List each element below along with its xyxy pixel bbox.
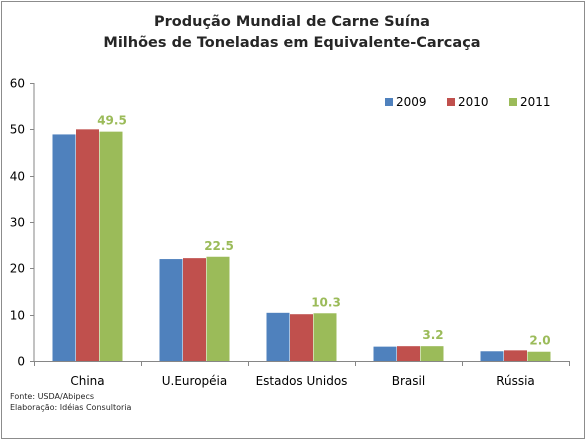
bar-2010 [397, 346, 420, 361]
y-tick-label: 60 [10, 77, 25, 91]
x-tick-label: China [70, 374, 104, 388]
bar-2009 [159, 259, 183, 361]
chart-subtitle: Milhões de Toneladas em Equivalente-Carc… [103, 35, 481, 51]
x-tick-label: Estados Unidos [256, 374, 348, 388]
legend-label: 2011 [520, 95, 551, 109]
data-label: 3.2 [422, 328, 443, 342]
y-tick-label: 10 [10, 309, 25, 323]
bar-2010 [76, 129, 99, 361]
bar-2011 [99, 131, 123, 361]
bar-2010 [183, 258, 206, 361]
legend-label: 2009 [396, 95, 427, 109]
x-tick-label: Brasil [392, 374, 425, 388]
data-label: 10.3 [311, 295, 341, 309]
y-tick-label: 30 [10, 216, 25, 230]
y-tick-label: 0 [17, 355, 25, 369]
chart-title: Produção Mundial de Carne Suína [154, 14, 430, 30]
bar-2010 [504, 350, 527, 361]
x-tick-label: Rússia [496, 374, 535, 388]
source-notes: Fonte: USDA/Abipecs Elaboração: Idéias C… [10, 391, 131, 413]
legend-swatch-2009 [385, 98, 393, 106]
legend-swatch-2010 [447, 98, 455, 106]
bar-2011 [420, 346, 444, 361]
bar-2009 [480, 351, 504, 361]
chart-title-block: Produção Mundial de Carne Suína Milhões … [0, 12, 584, 54]
data-label: 49.5 [97, 114, 127, 128]
bar-2011 [527, 351, 551, 361]
y-tick-label: 50 [10, 123, 25, 137]
bar-2011 [313, 313, 337, 361]
legend-swatch-2011 [509, 98, 517, 106]
bar-2011 [206, 256, 230, 361]
bar-2009 [52, 134, 76, 361]
y-tick-label: 40 [10, 170, 25, 184]
bar-2010 [290, 314, 313, 361]
prepared-by-note: Elaboração: Idéias Consultoria [10, 403, 132, 412]
y-tick-label: 20 [10, 262, 25, 276]
x-tick-label: U.Européia [162, 374, 227, 388]
data-label: 22.5 [204, 239, 234, 253]
source-note: Fonte: USDA/Abipecs [10, 392, 95, 401]
bar-2009 [373, 346, 397, 361]
bar-2009 [266, 312, 290, 361]
data-label: 2.0 [529, 334, 550, 348]
legend-label: 2010 [458, 95, 489, 109]
